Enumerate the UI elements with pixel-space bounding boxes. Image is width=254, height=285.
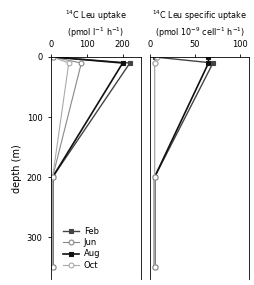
Title: $^{14}$C Leu uptake
(pmol l$^{-1}$ h$^{-1}$): $^{14}$C Leu uptake (pmol l$^{-1}$ h$^{-…	[65, 9, 127, 40]
Title: $^{14}$C Leu specific uptake
(pmol 10$^{-9}$ cell$^{-1}$ h$^{-1}$): $^{14}$C Leu specific uptake (pmol 10$^{…	[152, 9, 247, 40]
Legend: Feb, Jun, Aug, Oct: Feb, Jun, Aug, Oct	[59, 224, 103, 273]
Y-axis label: depth (m): depth (m)	[12, 144, 22, 193]
